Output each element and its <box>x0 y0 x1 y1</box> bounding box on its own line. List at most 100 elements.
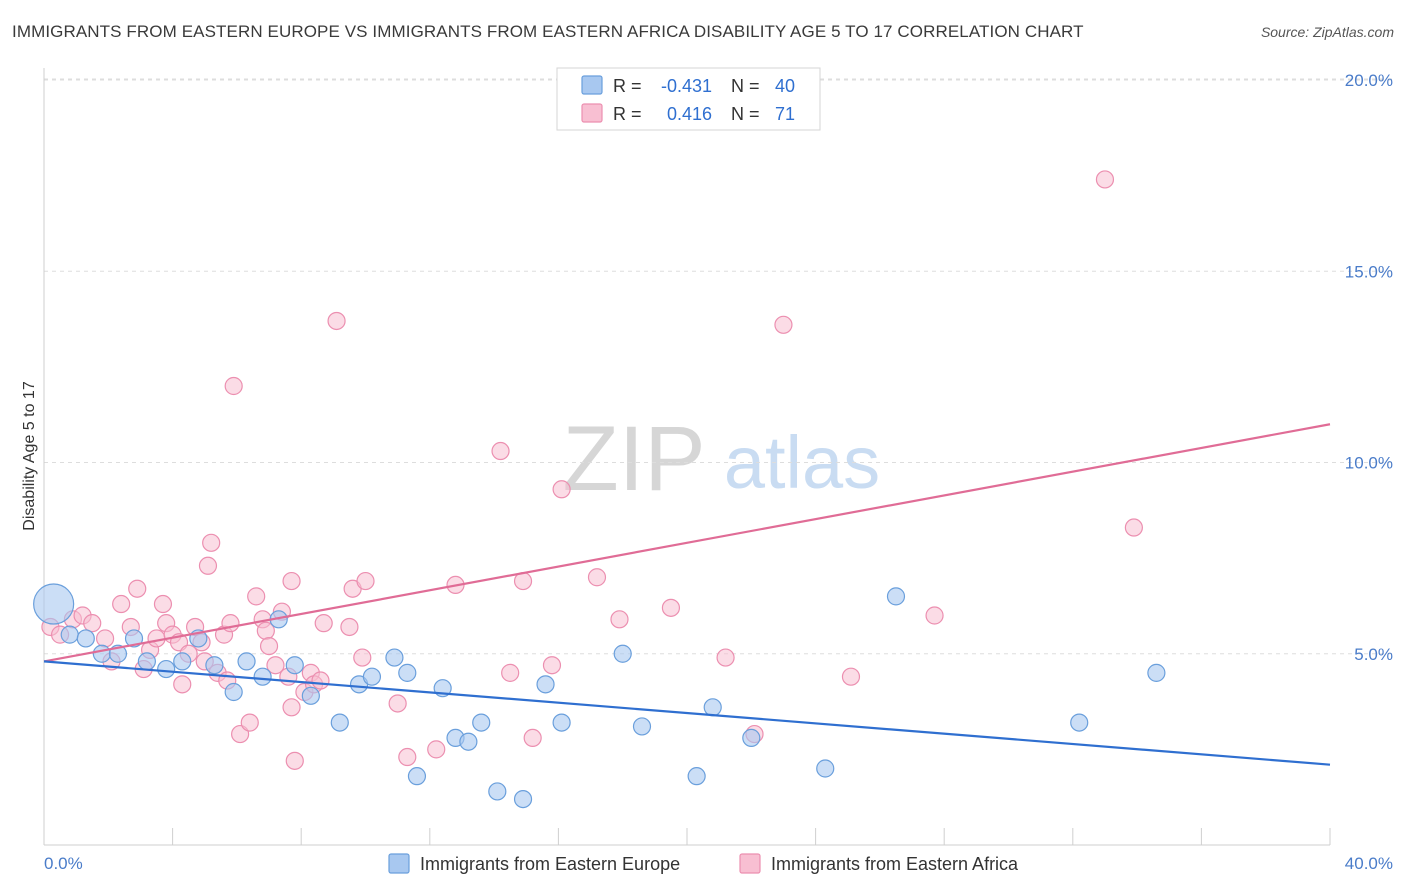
point-eastern-africa <box>841 667 861 686</box>
point-eastern-africa <box>314 614 333 633</box>
stats-swatch-blue <box>581 75 603 95</box>
point-eastern-europe <box>398 663 417 682</box>
point-eastern-europe <box>632 717 652 736</box>
stats-n-value-2: 71 <box>775 104 795 124</box>
point-eastern-europe <box>60 625 79 644</box>
stats-r-value-2: 0.416 <box>667 104 712 124</box>
grid-layer <box>44 78 1393 655</box>
point-eastern-europe <box>1070 713 1089 732</box>
y-tick-label: 10.0% <box>1345 454 1393 473</box>
y-tick-labels: 5.0% 10.0% 15.0% 20.0% <box>1345 71 1393 664</box>
legend-swatch-eastern-europe <box>388 853 410 874</box>
point-eastern-africa <box>610 610 629 629</box>
point-eastern-africa <box>153 594 173 614</box>
stats-r-label-1: R = <box>613 76 642 96</box>
legend-swatch-eastern-africa <box>739 853 761 874</box>
point-eastern-africa <box>1124 518 1143 537</box>
point-eastern-europe <box>92 644 111 663</box>
point-eastern-europe <box>816 759 835 778</box>
series-eastern-africa-points <box>41 170 1143 770</box>
point-eastern-africa <box>259 636 279 656</box>
watermark-zip: ZIP <box>562 408 705 510</box>
trendline-eastern-europe <box>43 660 1331 766</box>
point-eastern-europe <box>552 713 571 732</box>
point-eastern-africa <box>427 740 446 759</box>
point-eastern-africa <box>491 441 510 461</box>
point-eastern-europe <box>1147 663 1166 682</box>
point-eastern-africa <box>661 598 681 617</box>
stats-swatch-pink <box>581 103 603 123</box>
stats-legend: R = -0.431 N = 40 R = 0.416 N = 71 <box>556 67 821 131</box>
point-eastern-europe <box>137 652 156 671</box>
point-eastern-africa <box>282 698 301 717</box>
point-eastern-europe <box>886 587 906 606</box>
series-legend: Immigrants from Eastern Europe Immigrant… <box>388 853 1019 874</box>
point-eastern-europe <box>173 652 192 671</box>
point-eastern-europe <box>362 667 382 686</box>
trend-lines <box>43 423 1331 766</box>
point-eastern-europe <box>385 648 404 667</box>
point-eastern-africa <box>353 648 372 667</box>
point-eastern-africa <box>224 376 243 396</box>
point-eastern-africa <box>388 694 407 713</box>
axis-layer <box>43 68 1331 846</box>
point-eastern-europe <box>205 656 224 675</box>
point-eastern-europe <box>301 686 320 705</box>
y-axis-title: Disability Age 5 to 17 <box>21 381 38 531</box>
y-tick-label: 20.0% <box>1345 71 1393 90</box>
point-eastern-europe <box>407 767 427 786</box>
chart-title: IMMIGRANTS FROM EASTERN EUROPE VS IMMIGR… <box>12 22 1084 41</box>
point-eastern-africa <box>340 617 359 637</box>
point-eastern-europe <box>157 659 176 679</box>
point-eastern-europe <box>536 675 555 694</box>
point-eastern-africa <box>95 629 115 648</box>
stats-r-label-2: R = <box>613 104 642 124</box>
point-eastern-africa <box>240 713 259 732</box>
legend-label-eastern-africa: Immigrants from Eastern Africa <box>771 854 1019 874</box>
point-eastern-africa <box>398 747 417 767</box>
point-eastern-africa <box>501 663 520 682</box>
stats-r-value-1: -0.431 <box>661 76 712 96</box>
point-eastern-europe <box>459 732 478 751</box>
point-eastern-africa <box>925 606 944 625</box>
point-eastern-europe <box>742 728 761 748</box>
trendline-eastern-africa <box>43 423 1331 663</box>
point-eastern-africa <box>1095 170 1115 189</box>
point-eastern-africa <box>266 656 285 675</box>
point-eastern-africa <box>282 571 301 591</box>
point-eastern-europe-large <box>33 583 75 625</box>
y-tick-label: 5.0% <box>1354 645 1393 664</box>
point-eastern-africa <box>202 533 221 552</box>
point-eastern-africa <box>173 675 192 694</box>
point-eastern-africa <box>112 594 131 614</box>
point-eastern-europe <box>687 767 706 786</box>
point-eastern-africa <box>247 587 266 606</box>
point-eastern-europe <box>513 789 533 809</box>
point-eastern-africa <box>128 579 147 598</box>
watermark-atlas: atlas <box>724 421 880 504</box>
point-eastern-africa <box>83 614 102 633</box>
point-eastern-europe <box>488 782 507 801</box>
point-eastern-africa <box>523 728 542 748</box>
point-eastern-africa <box>542 656 562 675</box>
stats-n-label-1: N = <box>731 76 760 96</box>
stats-n-label-2: N = <box>731 104 760 124</box>
point-eastern-europe <box>613 644 632 663</box>
point-eastern-africa <box>716 648 735 667</box>
point-eastern-africa <box>285 751 304 770</box>
point-eastern-europe <box>285 656 304 675</box>
x-tick-label-max: 40.0% <box>1345 854 1393 873</box>
point-eastern-africa <box>552 480 571 499</box>
point-eastern-europe <box>472 713 491 732</box>
x-tick-label-min: 0.0% <box>44 854 83 873</box>
series-eastern-europe-points <box>33 583 1166 809</box>
point-eastern-europe <box>124 629 144 648</box>
point-eastern-africa <box>356 571 375 591</box>
point-eastern-europe <box>703 698 722 717</box>
point-eastern-europe <box>237 652 256 671</box>
stats-n-value-1: 40 <box>775 76 795 96</box>
point-eastern-africa <box>311 671 330 690</box>
point-eastern-europe <box>76 629 95 648</box>
